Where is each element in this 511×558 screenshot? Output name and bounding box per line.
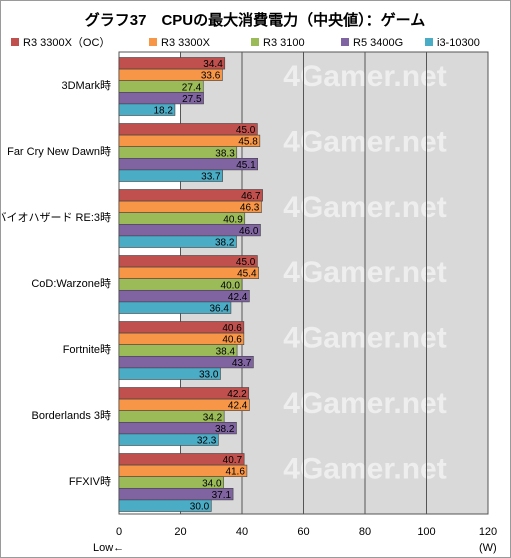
chart-title: グラフ37 CPUの最大消費電力（中央値）：ゲーム (85, 11, 425, 29)
legend-label: i3-10300 (437, 37, 480, 49)
x-tick-label: 80 (359, 526, 371, 538)
category-label: Borderlands 3時 (32, 409, 112, 422)
data-label: 40.6 (222, 323, 242, 334)
data-label: 43.7 (232, 358, 252, 369)
x-tick-label: 40 (236, 526, 248, 538)
data-label: 42.2 (227, 389, 247, 400)
legend-label: R3 3100 (263, 37, 305, 49)
data-label: 46.7 (241, 191, 261, 202)
bar (118, 235, 237, 248)
data-label: 40.7 (223, 455, 243, 466)
legend-swatch (11, 38, 19, 46)
data-label: 45.8 (238, 137, 258, 148)
data-label: 36.4 (209, 304, 229, 315)
data-label: 42.4 (228, 292, 248, 303)
data-label: 38.2 (215, 238, 235, 249)
data-label: 18.2 (153, 106, 173, 117)
data-label: 42.4 (228, 401, 248, 412)
category-label: FFXIV時 (69, 475, 111, 488)
bar (118, 103, 176, 116)
data-label: 41.6 (225, 467, 245, 478)
legend-swatch (251, 38, 259, 46)
data-label: 34.2 (203, 412, 223, 423)
x-axis-low-label: Low← (93, 542, 124, 554)
x-tick-label: 120 (479, 526, 497, 538)
x-axis-unit-label: (W) (479, 542, 497, 554)
bar (118, 367, 221, 380)
legend-label: R5 3400G (353, 37, 403, 49)
legend-swatch (425, 38, 433, 46)
data-label: 34.0 (202, 478, 222, 489)
data-label: 45.1 (236, 160, 256, 171)
x-tick-label: 60 (297, 526, 309, 538)
data-label: 32.3 (197, 436, 217, 447)
bar (118, 499, 212, 512)
data-label: 45.4 (237, 269, 257, 280)
legend-label: R3 3300X (161, 37, 211, 49)
category-label: Far Cry New Dawn時 (7, 145, 111, 158)
x-tick-label: 100 (417, 526, 435, 538)
data-label: 33.0 (199, 370, 219, 381)
data-label: 33.6 (201, 71, 221, 82)
category-label: CoD:Warzone時 (31, 277, 111, 290)
data-label: 30.0 (190, 502, 210, 513)
data-label: 45.0 (236, 125, 256, 136)
x-tick-label: 20 (174, 526, 186, 538)
bar (118, 433, 219, 446)
data-label: 37.1 (212, 490, 232, 501)
legend: R3 3300X（OC） R3 3300X R3 3100 R5 3400G i3-10… (11, 36, 480, 49)
category-label: Fortnite時 (63, 343, 111, 356)
bar (118, 301, 232, 314)
legend-label: R3 3300X（OC） (23, 36, 110, 49)
data-label: 34.4 (203, 59, 223, 70)
category-label: 3DMark時 (61, 79, 111, 92)
bar (118, 169, 223, 182)
data-label: 45.0 (236, 257, 256, 268)
data-label: 27.5 (182, 94, 202, 105)
data-label: 38.4 (216, 346, 236, 357)
data-label: 40.9 (223, 214, 243, 225)
data-label: 40.0 (221, 280, 241, 291)
data-label: 46.0 (239, 226, 259, 237)
data-label: 46.3 (240, 203, 260, 214)
legend-swatch (149, 38, 157, 46)
category-label: バイオハザード RE:3時 (1, 211, 111, 224)
data-label: 38.2 (215, 424, 235, 435)
x-tick-label: 0 (116, 526, 122, 538)
data-label: 27.4 (182, 82, 202, 93)
data-label: 33.7 (201, 172, 221, 183)
data-label: 40.6 (222, 335, 242, 346)
plot-area: 4Gamer.net4Gamer.net4Gamer.net4Gamer.net… (1, 51, 497, 538)
data-label: 38.3 (215, 148, 235, 159)
legend-swatch (341, 38, 349, 46)
